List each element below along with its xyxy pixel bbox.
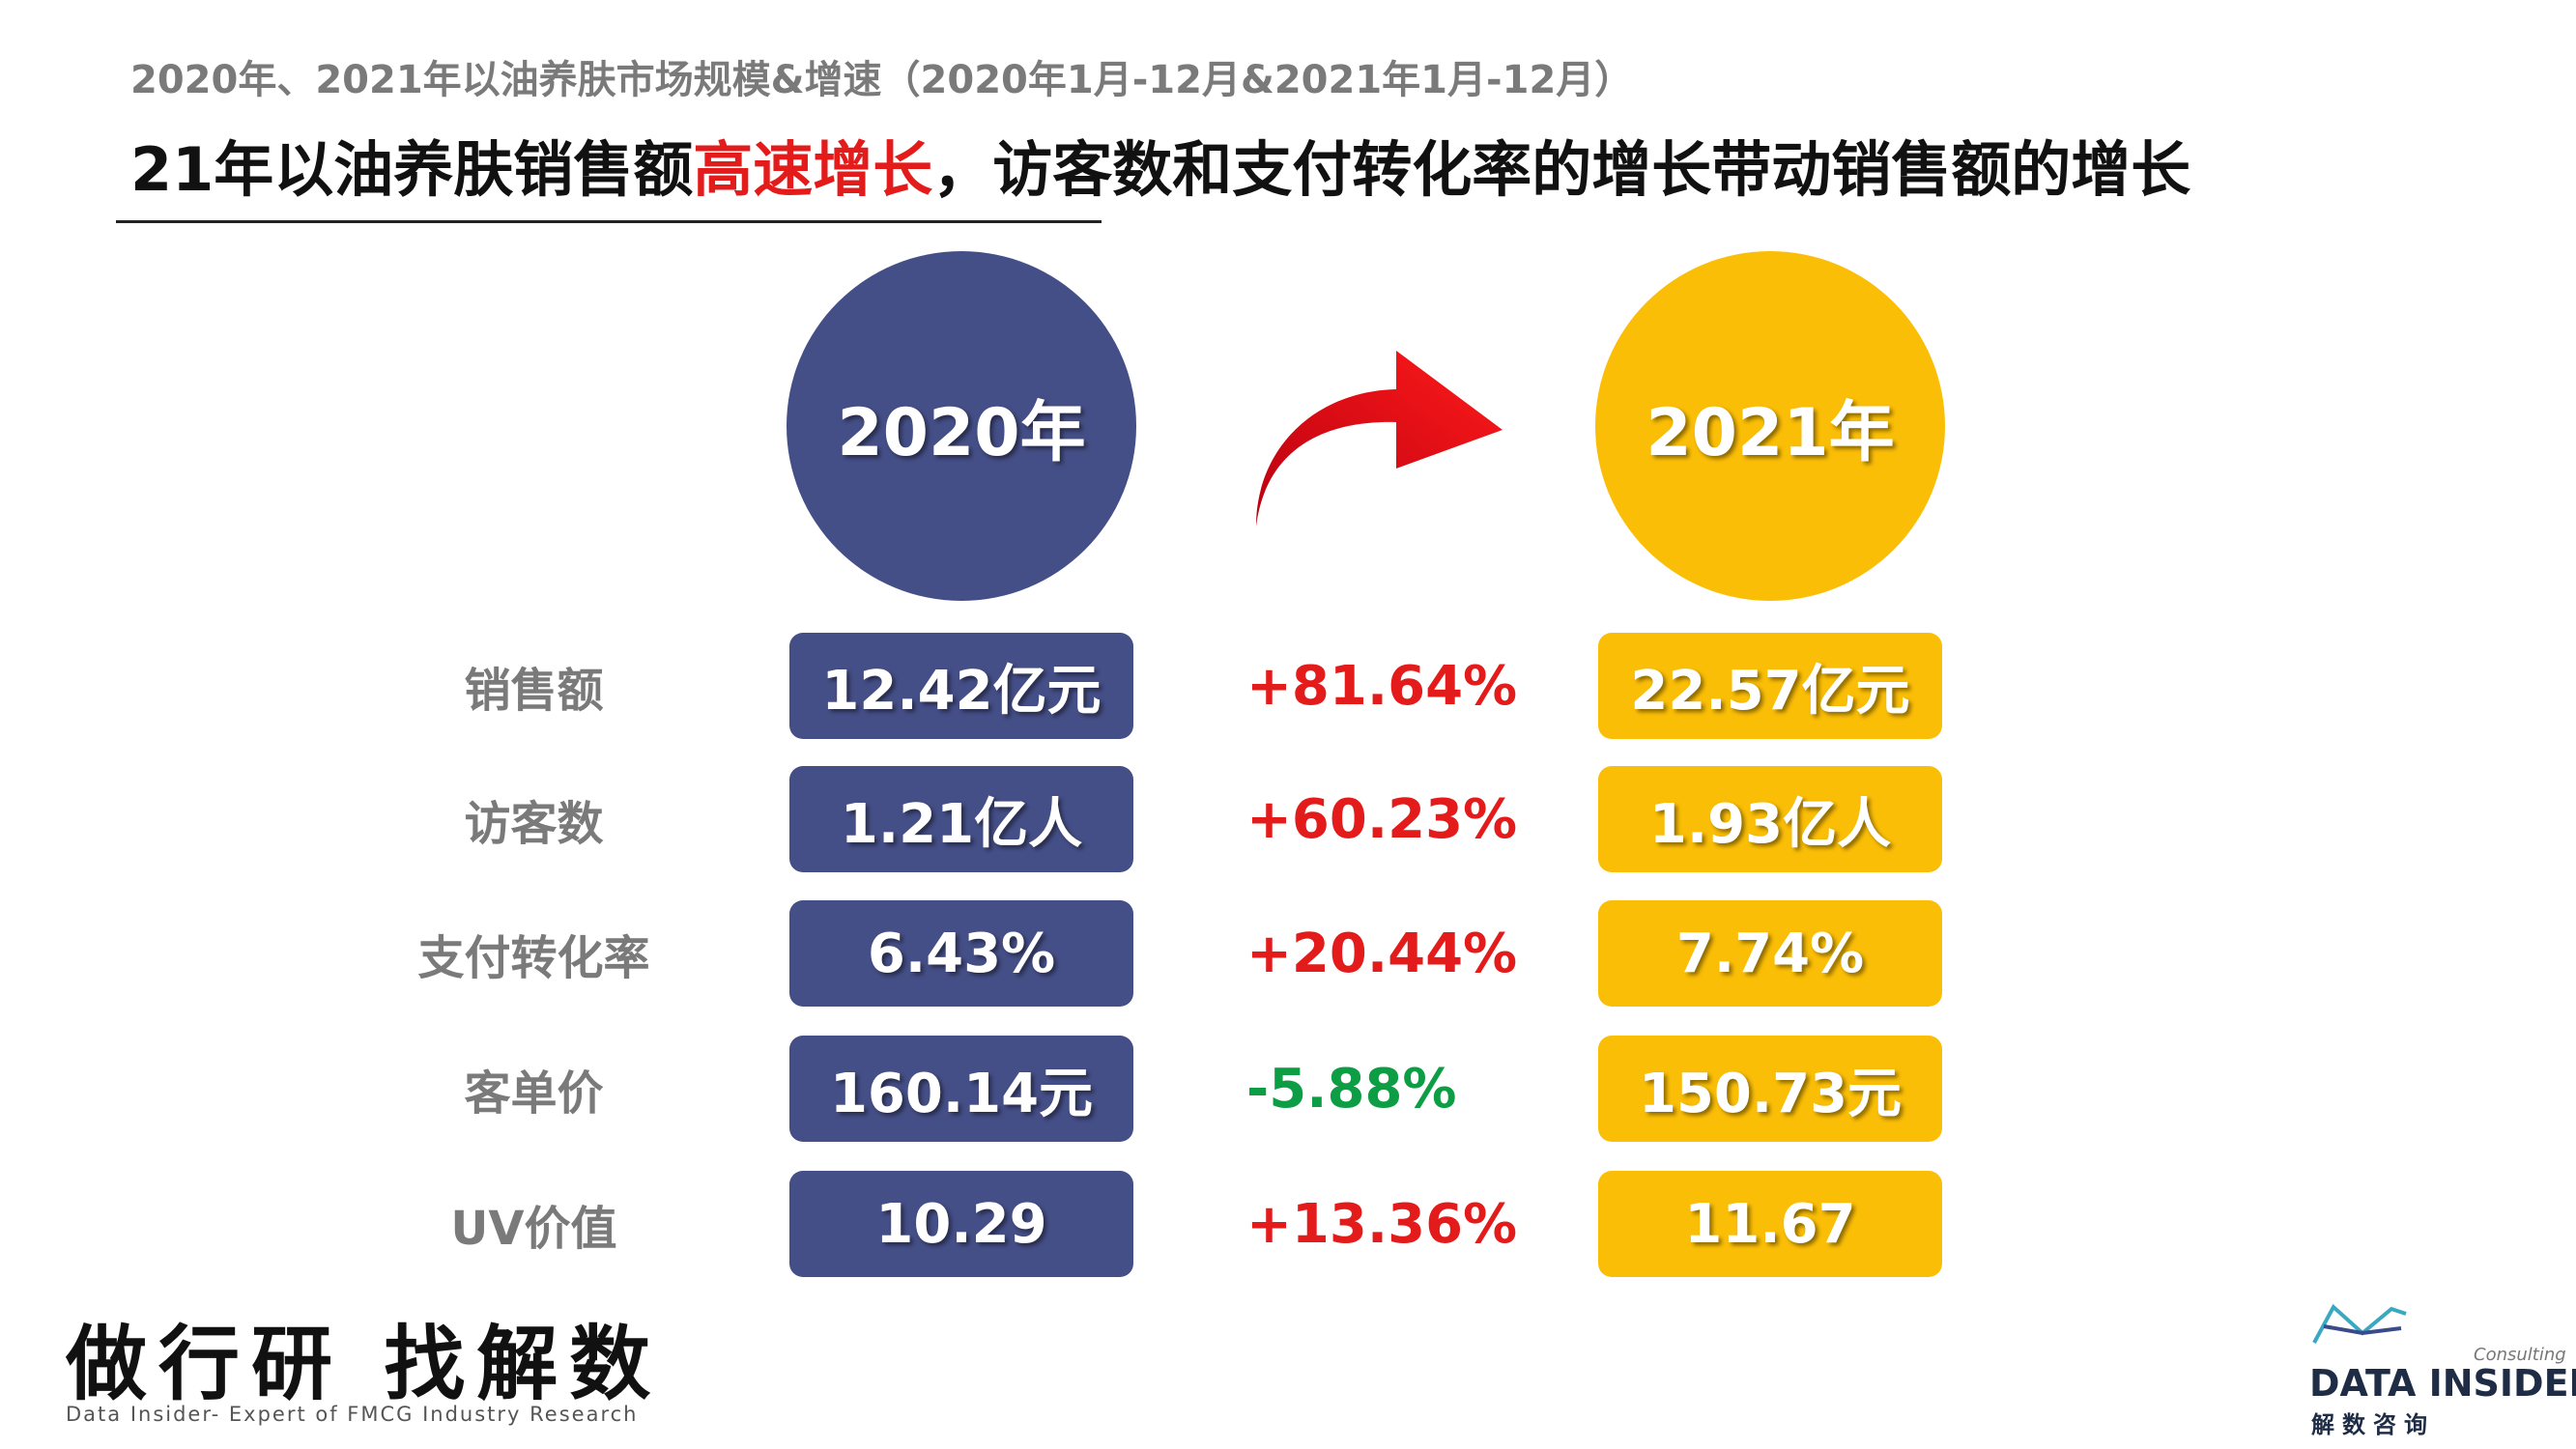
metric-change: +20.44% <box>1246 922 1518 985</box>
headline-part1: 21年以油养肤销售额 <box>130 134 694 205</box>
logo-cn: 解数咨询 <box>2311 1411 2435 1438</box>
metric-2021-value: 11.67 <box>1598 1171 1942 1277</box>
metric-change: -5.88% <box>1246 1057 1457 1121</box>
year-2021-circle: 2021年 <box>1595 251 1945 601</box>
page-headline: 21年以油养肤销售额高速增长，访客数和支付转化率的增长带动销售额的增长 <box>130 121 2190 208</box>
footer-slogan: 做行研 找解数 <box>66 1317 663 1411</box>
metric-label: 客单价 <box>464 1066 604 1121</box>
year-2020-circle: 2020年 <box>787 251 1136 601</box>
headline-highlight: 高速增长 <box>693 134 933 205</box>
metric-row: 访客数 1.21亿人 +60.23% 1.93亿人 <box>0 766 2576 872</box>
headline-underline <box>116 220 1102 223</box>
page-subtitle: 2020年、2021年以油养肤市场规模&增速（2020年1月-12月&2021年… <box>130 58 1634 102</box>
metric-change: +81.64% <box>1246 654 1518 718</box>
metric-label: 访客数 <box>464 797 604 851</box>
curved-right-arrow-icon <box>1256 351 1503 526</box>
footer-slogan-sub: Data Insider- Expert of FMCG Industry Re… <box>66 1403 639 1426</box>
metric-change: +60.23% <box>1246 787 1518 851</box>
metric-row: 客单价 160.14元 -5.88% 150.73元 <box>0 1036 2576 1142</box>
metric-label: 销售额 <box>464 664 604 718</box>
logo-consulting: Consulting <box>2474 1345 2566 1365</box>
metric-2020-value: 160.14元 <box>789 1036 1133 1142</box>
metric-label: UV价值 <box>450 1202 617 1256</box>
metric-2020-value: 6.43% <box>789 900 1133 1007</box>
metric-row: UV价值 10.29 +13.36% 11.67 <box>0 1171 2576 1277</box>
metric-2020-value: 12.42亿元 <box>789 633 1133 739</box>
metric-2021-value: 7.74% <box>1598 900 1942 1007</box>
metric-2021-value: 150.73元 <box>1598 1036 1942 1142</box>
metric-2020-value: 1.21亿人 <box>789 766 1133 872</box>
data-insider-logo-icon <box>2312 1303 2407 1344</box>
metric-2021-value: 1.93亿人 <box>1598 766 1942 872</box>
metric-row: 支付转化率 6.43% +20.44% 7.74% <box>0 900 2576 1007</box>
metric-2021-value: 22.57亿元 <box>1598 633 1942 739</box>
metric-label: 支付转化率 <box>417 931 650 985</box>
headline-part2: ，访客数和支付转化率的增长带动销售额的增长 <box>932 134 2191 205</box>
metric-2020-value: 10.29 <box>789 1171 1133 1277</box>
metric-change: +13.36% <box>1246 1192 1518 1256</box>
logo-name: DATA INSIDER <box>2309 1362 2576 1405</box>
metric-row: 销售额 12.42亿元 +81.64% 22.57亿元 <box>0 633 2576 739</box>
